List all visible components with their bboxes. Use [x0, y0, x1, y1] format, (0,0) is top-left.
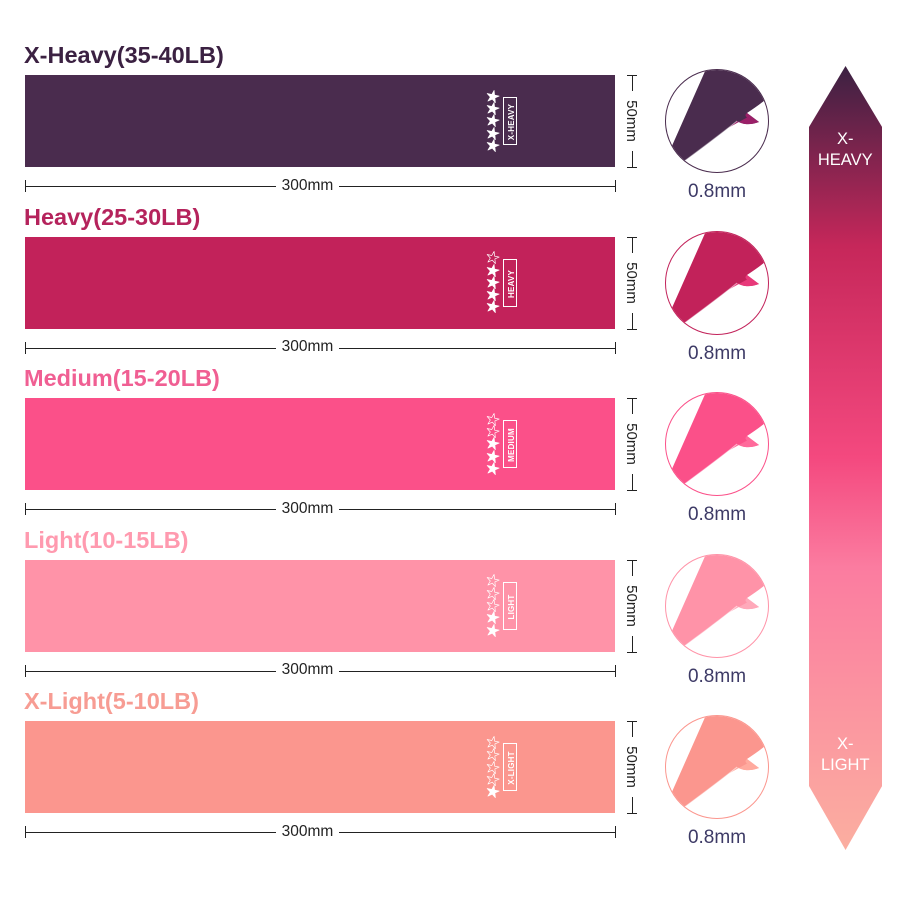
svg-text:HEAVY: HEAVY [507, 269, 516, 297]
svg-text:LIGHT: LIGHT [507, 594, 516, 619]
svg-text:MEDIUM: MEDIUM [507, 428, 516, 462]
svg-text:X-LIGHT: X-LIGHT [507, 752, 516, 785]
svg-text:X-HEAVY: X-HEAVY [507, 103, 516, 140]
